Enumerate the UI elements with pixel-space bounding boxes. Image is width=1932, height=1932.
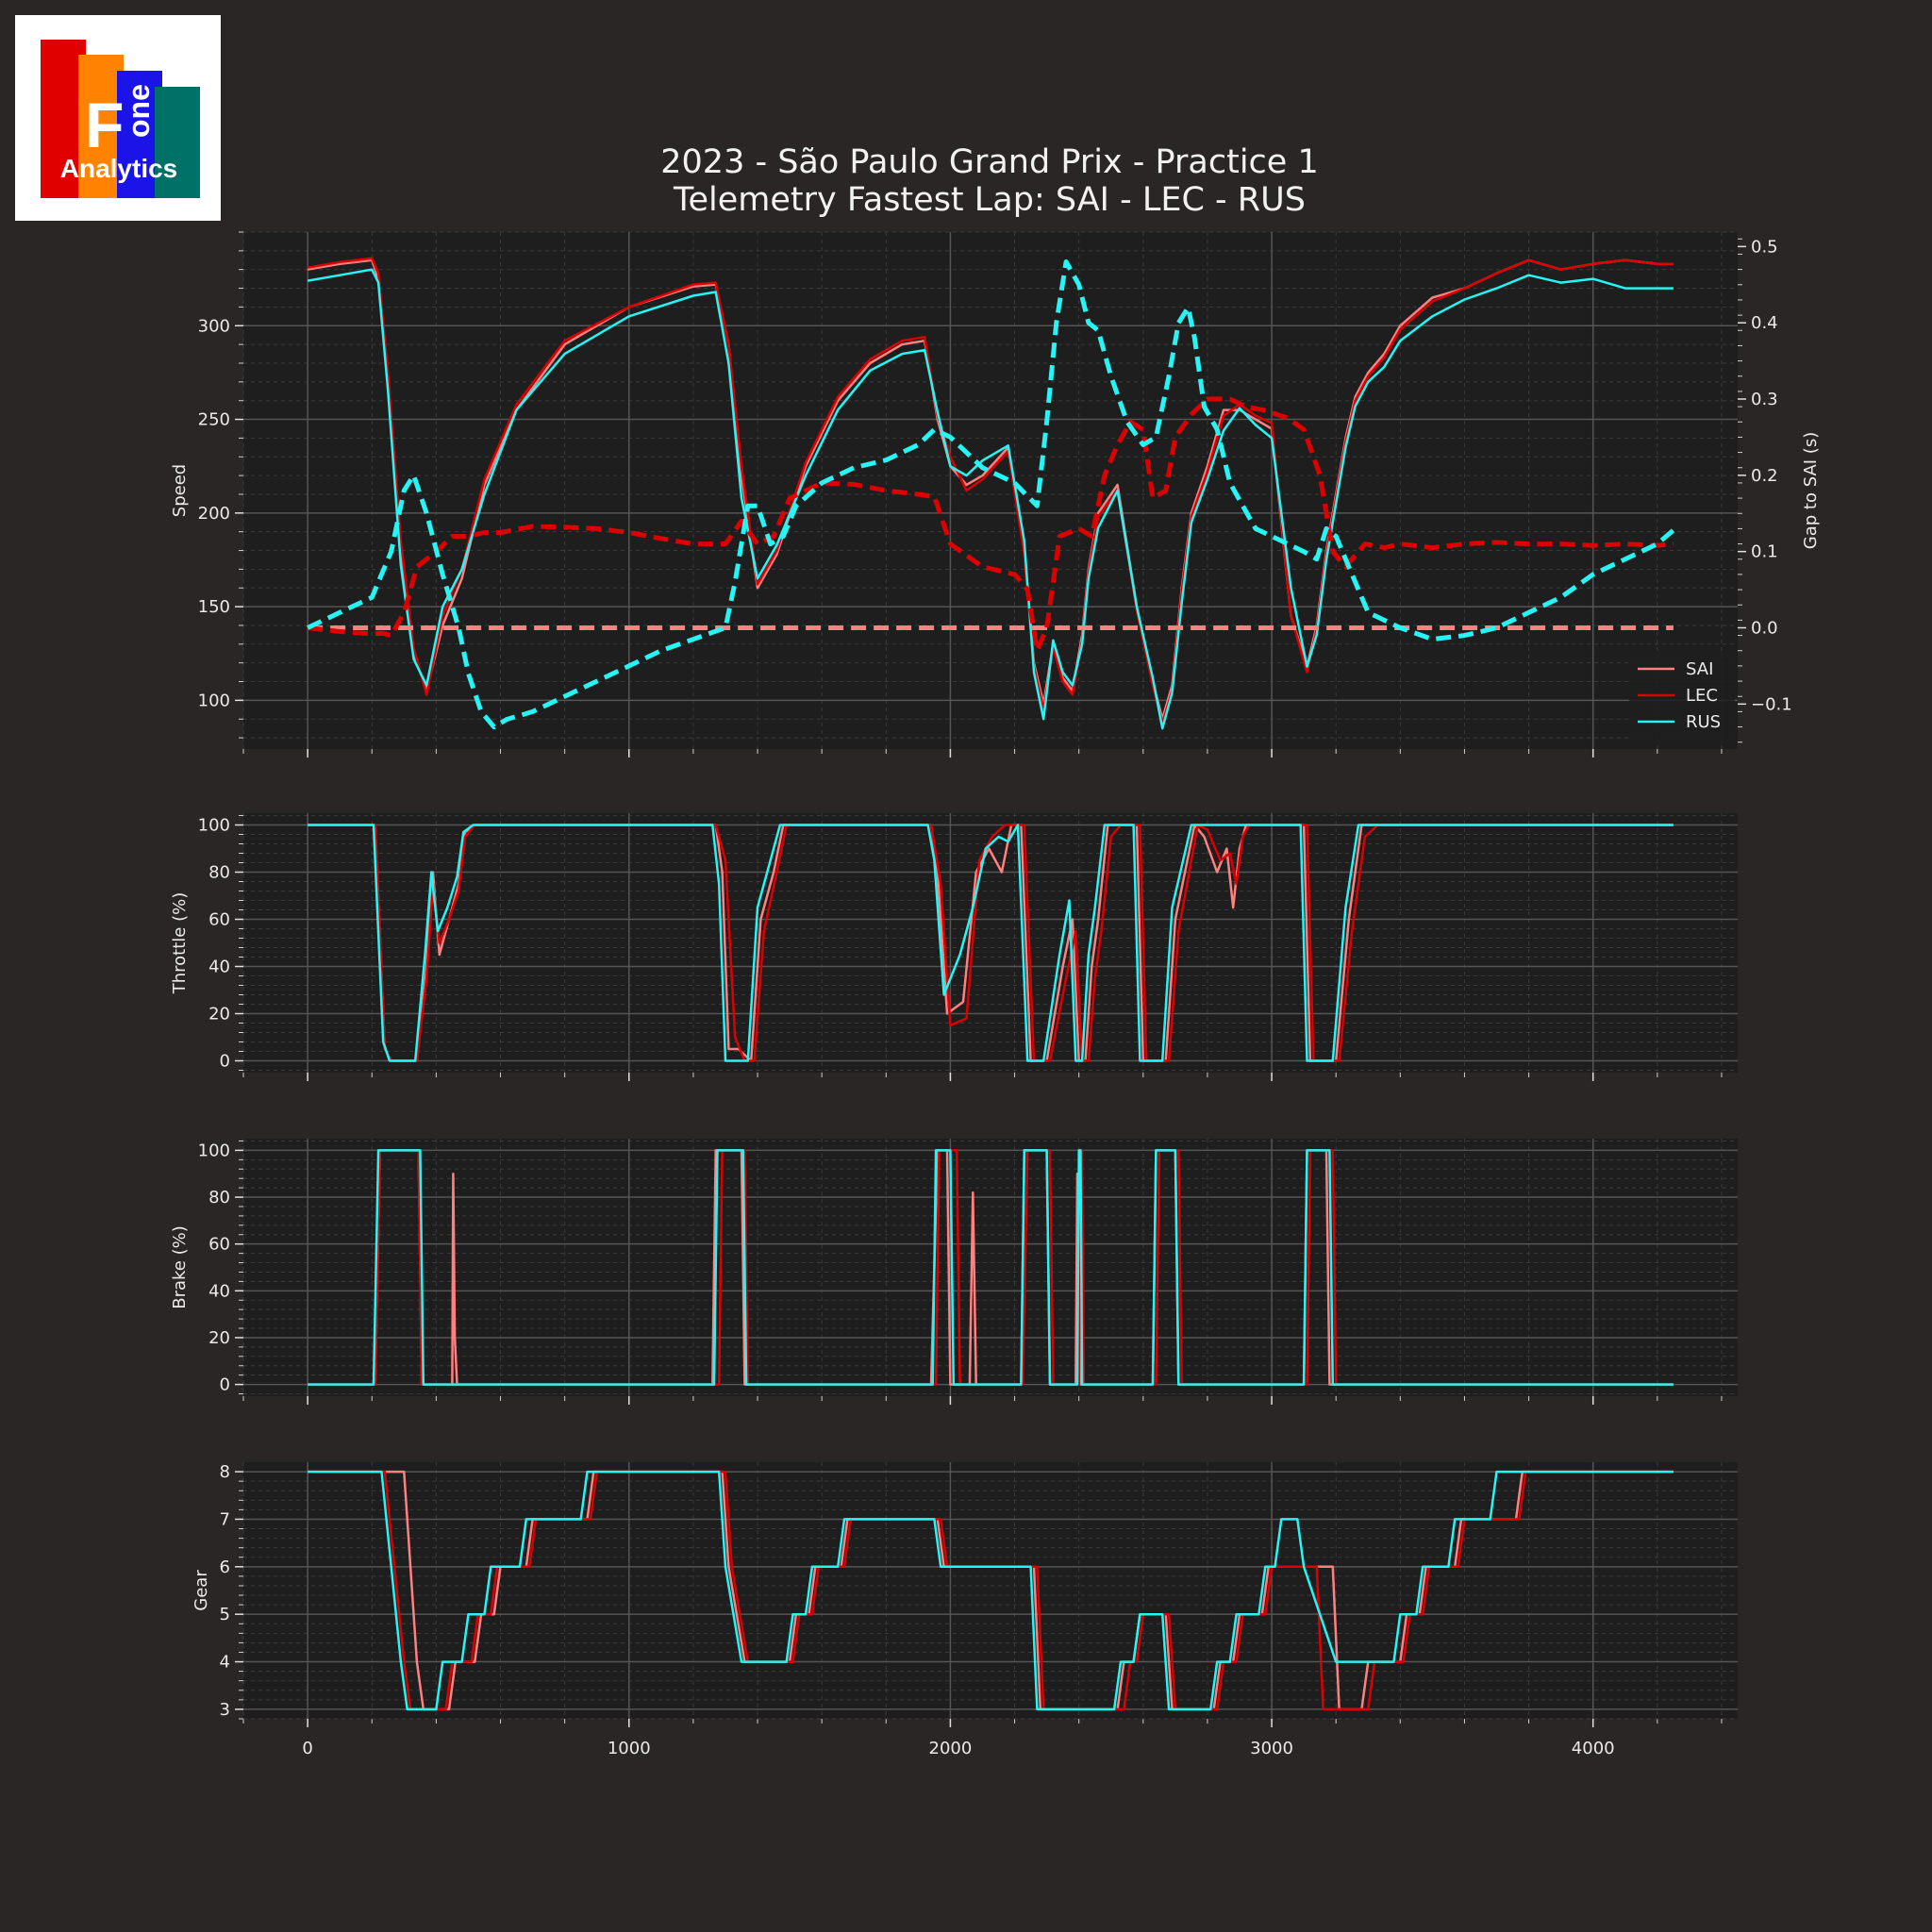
fone-analytics-logo-icon: F one Analytics: [41, 40, 200, 198]
x-tick-label: 4000: [1572, 1739, 1615, 1758]
plot-area: [243, 232, 1738, 749]
chart-title-line-1: 2023 - São Paulo Grand Prix - Practice 1: [660, 143, 1318, 181]
y2-tick-label: 0.5: [1751, 237, 1778, 257]
series-line-sai: [308, 1470, 1674, 1711]
gap-line-rus: [307, 259, 1675, 730]
y2-tick-label: −0.1: [1751, 694, 1792, 714]
y-tick-label: 0: [220, 1375, 230, 1395]
y2-axis-label: Gap to SAI (s): [1801, 432, 1821, 549]
legend-label-rus: RUS: [1686, 712, 1721, 732]
series-group: [308, 1149, 1674, 1386]
y2-tick-label: 0.1: [1751, 542, 1778, 562]
y-tick-label: 7: [220, 1509, 230, 1529]
y-tick-label: 6: [220, 1557, 230, 1577]
series-line-rus: [308, 1470, 1674, 1711]
series-line-lec: [308, 1470, 1674, 1711]
panel-gear: 3 4 5 6 7 8 Gear 0 1000 2000 3000 4000: [192, 1462, 1738, 1758]
y-tick-label: 150: [198, 597, 230, 617]
series-line-rus: [307, 268, 1674, 730]
y-axis-label: Gear: [192, 1570, 211, 1611]
y-axis-label: Brake (%): [170, 1225, 190, 1309]
series-line-rus: [308, 824, 1674, 1062]
x-tick-label: 1000: [608, 1739, 651, 1758]
logo-text-one: one: [122, 84, 156, 138]
y-tick-label: 8: [220, 1462, 230, 1482]
y-tick-label: 60: [208, 910, 230, 930]
x-tick-label: 3000: [1250, 1739, 1293, 1758]
y2-tick-label: 0.0: [1751, 618, 1778, 638]
y2-tick-label: 0.4: [1751, 313, 1778, 333]
legend-label-lec: LEC: [1686, 686, 1718, 706]
y-axis-label: Speed: [170, 464, 190, 517]
y-tick-label: 300: [198, 316, 230, 336]
chart-panels: 100150200250300Speed−0.10.00.10.20.30.40…: [170, 231, 1821, 1758]
y2-tick-label: 0.3: [1751, 390, 1778, 409]
panel-throttle: 0 20 40 60 80 100 Throttle (%): [170, 813, 1738, 1081]
legend-label-sai: SAI: [1686, 659, 1713, 679]
series-line-rus: [308, 1149, 1674, 1386]
y-tick-label: 100: [198, 1141, 230, 1160]
series-line-lec: [307, 257, 1674, 724]
y-tick-label: 100: [198, 816, 230, 836]
series-line-sai: [307, 258, 1674, 721]
y-tick-label: 250: [198, 410, 230, 430]
y-tick-label: 4: [220, 1653, 230, 1673]
y2-tick-label: 0.2: [1751, 466, 1778, 486]
chart-title-line-2: Telemetry Fastest Lap: SAI - LEC - RUS: [673, 181, 1306, 219]
y-tick-label: 200: [198, 504, 230, 524]
y-tick-label: 20: [208, 1005, 230, 1024]
y-tick-label: 80: [208, 1188, 230, 1208]
y-tick-label: 40: [208, 958, 230, 977]
y-tick-label: 20: [208, 1328, 230, 1348]
gap-line-lec: [307, 396, 1674, 654]
y-tick-label: 60: [208, 1235, 230, 1255]
logo-letter-f: F: [85, 90, 125, 161]
y-tick-label: 100: [198, 691, 230, 710]
series-group: [308, 1470, 1674, 1711]
y-tick-label: 3: [220, 1700, 230, 1720]
y-tick-label: 5: [220, 1605, 230, 1624]
series-group: [308, 824, 1674, 1062]
y-tick-label: 0: [220, 1052, 230, 1072]
logo-bar-orange: [78, 55, 124, 198]
x-tick-label: 2000: [929, 1739, 973, 1758]
legend: SAI LEC RUS: [1629, 654, 1735, 744]
x-tick-label: 0: [302, 1739, 312, 1758]
plot-area: [243, 1462, 1738, 1719]
logo-bar-teal: [155, 87, 200, 198]
plot-area: [243, 1139, 1738, 1396]
y-tick-label: 40: [208, 1281, 230, 1301]
logo-text-analytics: Analytics: [60, 154, 178, 183]
panel-speed: 100 150 200 250 300 Speed −0.1 0.0 0.1 0.2 0.3 0.4 0…: [170, 231, 1821, 758]
series-group: [307, 257, 1675, 730]
plot-area: [243, 813, 1738, 1073]
panel-brake: 0 20 40 60 80 100 Brake (%): [170, 1139, 1738, 1405]
y-tick-label: 80: [208, 863, 230, 883]
logo: F one Analytics: [15, 15, 221, 221]
y-axis-label: Throttle (%): [170, 892, 190, 994]
